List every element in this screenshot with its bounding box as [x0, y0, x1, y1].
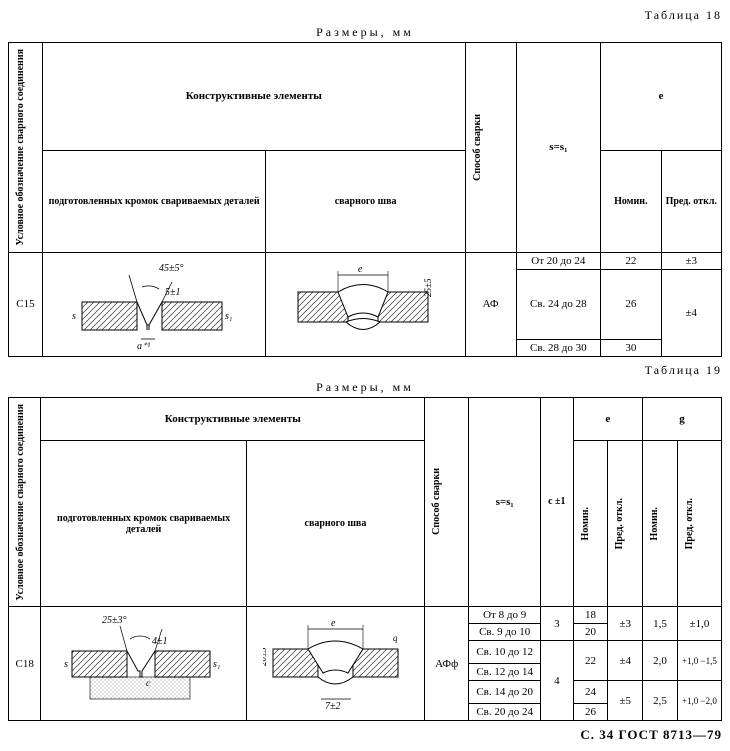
t18-s-1: Св. 24 до 28 [516, 269, 601, 339]
table18: Условное обозначение сварного соединения… [8, 42, 722, 357]
t19-s-3: Св. 12 до 14 [469, 664, 541, 681]
table18-sizes: Размеры, мм [8, 25, 722, 40]
t18-tol-0: ±3 [661, 252, 721, 269]
height20-label: 20±5 [263, 647, 268, 666]
t19-h-g: g [643, 397, 722, 441]
t19-h-constructive: Конструктивные элементы [41, 397, 425, 441]
t19-gn-2: 2,0 [643, 641, 678, 681]
bottom7-label: 7±2 [325, 701, 341, 712]
t19-h-g-tol: Пред. откл. [682, 494, 697, 553]
t18-code: С15 [9, 252, 43, 356]
t19-en-1: 20 [573, 624, 608, 641]
c-label: c [146, 678, 150, 688]
t18-nom-1: 26 [601, 269, 661, 339]
t19-code: С18 [9, 607, 41, 721]
t18-s-2: Св. 28 до 30 [516, 339, 601, 356]
t19-h-e: e [573, 397, 643, 441]
t19-h-method: Способ сварки [429, 464, 444, 539]
table19-label: Таблица 19 [8, 363, 722, 378]
s1-label: s₁ [225, 311, 232, 322]
table19-sizes: Размеры, мм [8, 380, 722, 395]
height25-label: 25±5 [423, 278, 433, 297]
edge-prep-diagram2-icon: 25±3° 4±1 s s₁ c [60, 611, 228, 716]
t19-h-e-tol: Пред. откл. [612, 494, 627, 553]
t19-gt-0: ±1,0 [677, 607, 721, 641]
t18-h-seam: сварного шва [266, 150, 465, 252]
t19-en-0: 18 [573, 607, 608, 624]
t18-nom-2: 30 [601, 339, 661, 356]
s1-label2: s₁ [213, 659, 220, 670]
t19-et-5: ±5 [608, 681, 643, 721]
t18-nom-0: 22 [601, 252, 661, 269]
t19-s-5: Св. 20 до 24 [469, 704, 541, 721]
t19-h-c: c ±1 [541, 397, 573, 607]
t19-h-designation: Условное обозначение сварного соединения [13, 400, 28, 605]
gap2-label: 4±1 [152, 636, 168, 647]
angle-label: 45±5° [159, 263, 184, 274]
page-footer: С. 34 ГОСТ 8713—79 [8, 727, 722, 743]
t18-h-s: s=s₁ [516, 43, 601, 253]
t19-et-0: ±3 [608, 607, 643, 641]
t18-h-nomin: Номин. [601, 150, 661, 252]
e-label: e [358, 264, 363, 275]
t19-h-seam: сварного шва [246, 441, 425, 607]
weld-seam-diagram2-icon: e 20±5 q 7±2 [263, 611, 408, 716]
t19-diagram1: 25±3° 4±1 s s₁ c [41, 607, 246, 721]
a-label: a⁺¹ [137, 341, 150, 352]
edge-prep-diagram-icon: 45±5° 5±1 a⁺¹ s s₁ [67, 257, 242, 352]
s-label2: s [64, 659, 68, 670]
t18-h-method: Способ сварки [470, 110, 485, 185]
t19-en-4: 24 [573, 681, 608, 704]
t19-s-4: Св. 14 до 20 [469, 681, 541, 704]
t18-h-tol: Пред. откл. [661, 150, 721, 252]
table19: Условное обозначение сварного соединения… [8, 397, 722, 722]
e-label2: e [331, 618, 336, 629]
t19-c-4: 4 [541, 641, 573, 721]
t18-h-edges: подготовленных кромок свариваемых детале… [42, 150, 266, 252]
t19-s-2: Св. 10 до 12 [469, 641, 541, 664]
t19-h-s: s=s₁ [469, 397, 541, 607]
t18-h-e: e [601, 43, 722, 151]
t18-h-constructive: Конструктивные элементы [42, 43, 465, 151]
t19-gn-0: 1,5 [643, 607, 678, 641]
t19-c-0: 3 [541, 607, 573, 641]
t19-method: АФф [425, 607, 469, 721]
t19-gt-2: +1,0 −1,5 [677, 641, 721, 681]
t19-s-0: От 8 до 9 [469, 607, 541, 624]
t18-diagram2: e 25±5 [266, 252, 465, 356]
t19-et-2: ±4 [608, 641, 643, 681]
t18-s-0: От 20 до 24 [516, 252, 601, 269]
t19-h-edges: подготовленных кромок свариваемых детале… [41, 441, 246, 607]
t19-s-1: Св. 9 до 10 [469, 624, 541, 641]
t19-gt-4: +1,0 −2,0 [677, 681, 721, 721]
weld-seam-diagram-icon: e 25±5 [288, 257, 443, 352]
t19-h-e-nom: Номин. [578, 503, 593, 544]
t18-tol-1: ±4 [661, 269, 721, 356]
t18-h-designation: Условное обозначение сварного соединения [13, 45, 28, 250]
angle2-label: 25±3° [102, 615, 127, 626]
t18-method: АФ [465, 252, 516, 356]
t19-h-g-nom: Номин. [647, 503, 662, 544]
table18-label: Таблица 18 [8, 8, 722, 23]
q-label: q [393, 633, 398, 643]
t19-en-5: 26 [573, 704, 608, 721]
t18-diagram1: 45±5° 5±1 a⁺¹ s s₁ [42, 252, 266, 356]
s-label: s [72, 311, 76, 322]
t19-en-2: 22 [573, 641, 608, 681]
gap-label: 5±1 [165, 287, 181, 298]
t19-diagram2: e 20±5 q 7±2 [246, 607, 425, 721]
t19-gn-4: 2,5 [643, 681, 678, 721]
